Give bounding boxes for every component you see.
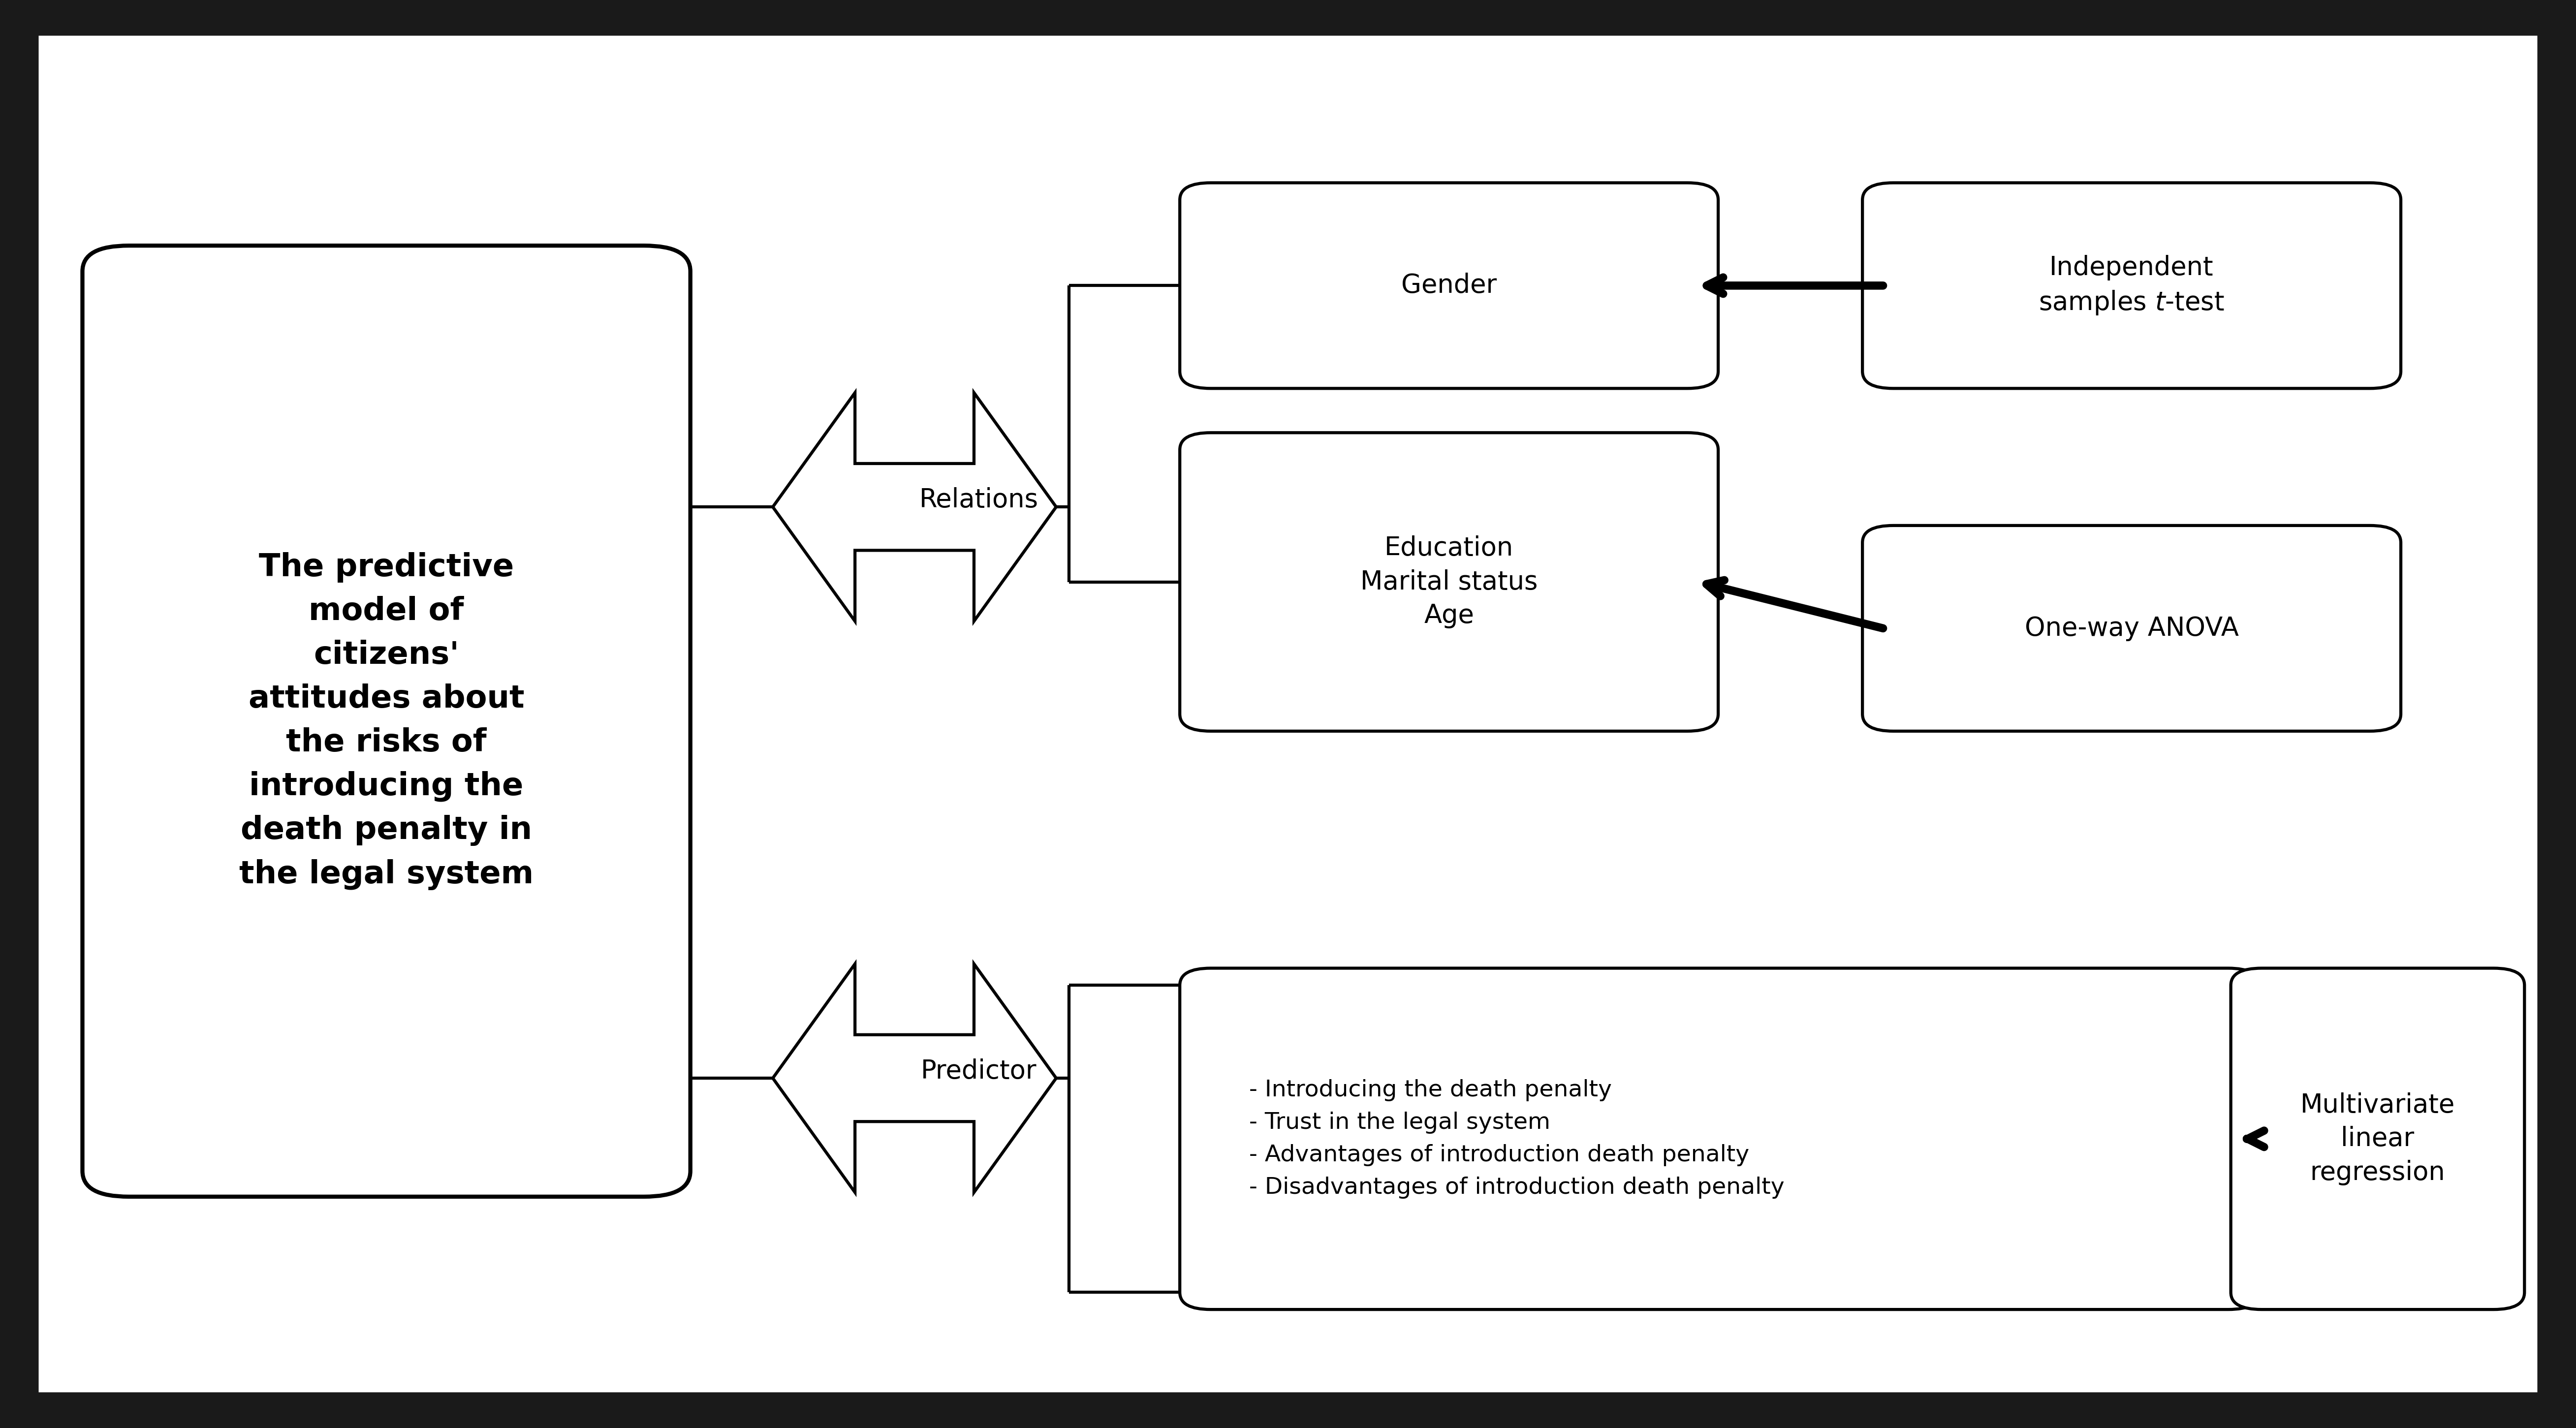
Polygon shape: [773, 393, 1056, 621]
FancyBboxPatch shape: [1180, 433, 1718, 731]
Text: Education
Marital status
Age: Education Marital status Age: [1360, 536, 1538, 628]
FancyBboxPatch shape: [1862, 526, 2401, 731]
FancyBboxPatch shape: [1180, 968, 2259, 1309]
Text: Predictor: Predictor: [920, 1058, 1038, 1084]
Text: Independent
samples $t$-test: Independent samples $t$-test: [2038, 254, 2226, 317]
Text: Gender: Gender: [1401, 273, 1497, 298]
Text: One-way ANOVA: One-way ANOVA: [2025, 615, 2239, 641]
FancyBboxPatch shape: [39, 36, 2537, 1392]
Text: Relations: Relations: [920, 487, 1038, 513]
FancyBboxPatch shape: [1862, 183, 2401, 388]
FancyBboxPatch shape: [1180, 183, 1718, 388]
Polygon shape: [773, 964, 1056, 1192]
Text: The predictive
model of
citizens'
attitudes about
the risks of
introducing the
d: The predictive model of citizens' attitu…: [240, 553, 533, 890]
Text: Multivariate
linear
regression: Multivariate linear regression: [2300, 1092, 2455, 1185]
Text: - Introducing the death penalty
- Trust in the legal system
- Advantages of intr: - Introducing the death penalty - Trust …: [1249, 1080, 1785, 1198]
FancyBboxPatch shape: [2231, 968, 2524, 1309]
FancyBboxPatch shape: [82, 246, 690, 1197]
